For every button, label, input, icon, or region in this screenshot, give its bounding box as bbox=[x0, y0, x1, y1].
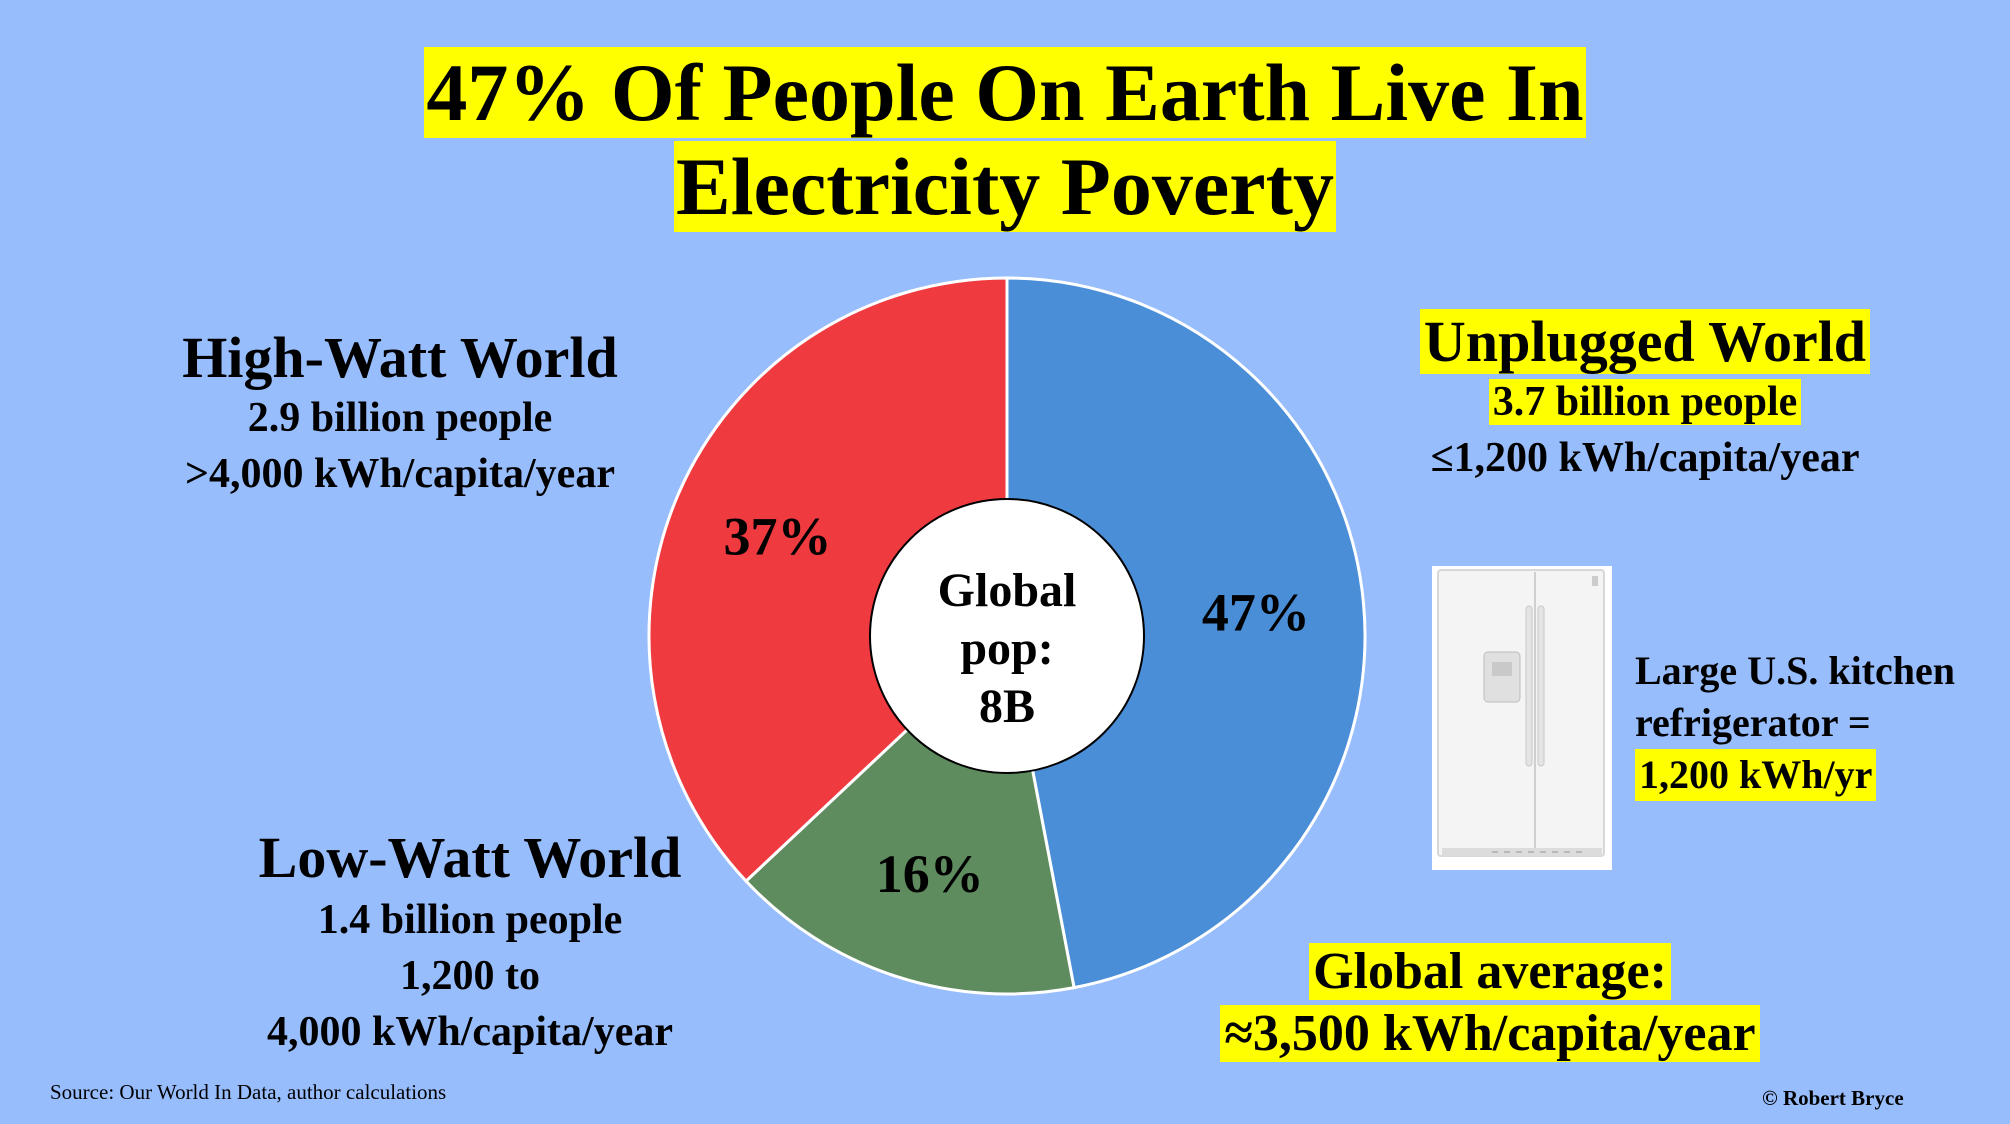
unplugged-usage: ≤1,200 kWh/capita/year bbox=[1430, 435, 1860, 481]
pie-slice-high-watt-world bbox=[647, 276, 1009, 884]
pie-slice-labels: 47% 16% 37% bbox=[724, 507, 1310, 904]
center-hole bbox=[869, 498, 1145, 774]
low-watt-usage-2: 4,000 kWh/capita/year bbox=[267, 1009, 673, 1055]
slice-label-low-watt-world: 16% bbox=[876, 844, 984, 904]
global-average-title: Global average: bbox=[1309, 943, 1671, 1000]
global-average-value: ≈3,500 kWh/capita/year bbox=[1220, 1005, 1760, 1062]
high-watt-people: 2.9 billion people bbox=[247, 395, 553, 441]
copyright-note: © Robert Bryce bbox=[1762, 1086, 1904, 1110]
slice-label-unplugged-world: 47% bbox=[1202, 582, 1310, 642]
low-watt-usage-1: 1,200 to bbox=[400, 953, 540, 999]
high-watt-name: High-Watt World bbox=[182, 325, 618, 390]
fridge-line-1: Large U.S. kitchen bbox=[1635, 648, 1955, 693]
center-label-line-3: 8B bbox=[979, 680, 1035, 733]
low-watt-world-label: Low-Watt World 1.4 billion people 1,200 … bbox=[170, 826, 770, 1060]
refrigerator-image bbox=[1432, 566, 1612, 870]
title-line-1: 47% Of People On Earth Live In bbox=[424, 47, 1586, 138]
pie-slices bbox=[647, 276, 1367, 996]
high-watt-world-label: High-Watt World 2.9 billion people >4,00… bbox=[110, 326, 690, 502]
high-watt-usage: >4,000 kWh/capita/year bbox=[185, 451, 615, 497]
low-watt-people: 1.4 billion people bbox=[317, 897, 623, 943]
center-label-line-1: Global bbox=[938, 564, 1077, 617]
center-label-line-2: pop: bbox=[960, 622, 1053, 675]
pie-slice-unplugged-world bbox=[1005, 276, 1367, 990]
title-line-2: Electricity Poverty bbox=[674, 141, 1336, 232]
slice-label-high-watt-world: 37% bbox=[724, 507, 832, 567]
fridge-line-2: refrigerator = bbox=[1635, 700, 1871, 745]
global-average-label: Global average: ≈3,500 kWh/capita/year bbox=[1180, 942, 1800, 1066]
refrigerator-note: Large U.S. kitchen refrigerator = 1,200 … bbox=[1635, 645, 1995, 801]
low-watt-name: Low-Watt World bbox=[258, 825, 682, 890]
page-title: 47% Of People On Earth Live In Electrici… bbox=[0, 46, 2010, 234]
unplugged-people: 3.7 billion people bbox=[1488, 379, 1802, 425]
unplugged-name: Unplugged World bbox=[1419, 309, 1871, 374]
unplugged-world-label: Unplugged World 3.7 billion people ≤1,20… bbox=[1380, 309, 1910, 486]
source-note: Source: Our World In Data, author calcul… bbox=[50, 1080, 447, 1104]
fridge-line-3: 1,200 kWh/yr bbox=[1635, 749, 1877, 801]
